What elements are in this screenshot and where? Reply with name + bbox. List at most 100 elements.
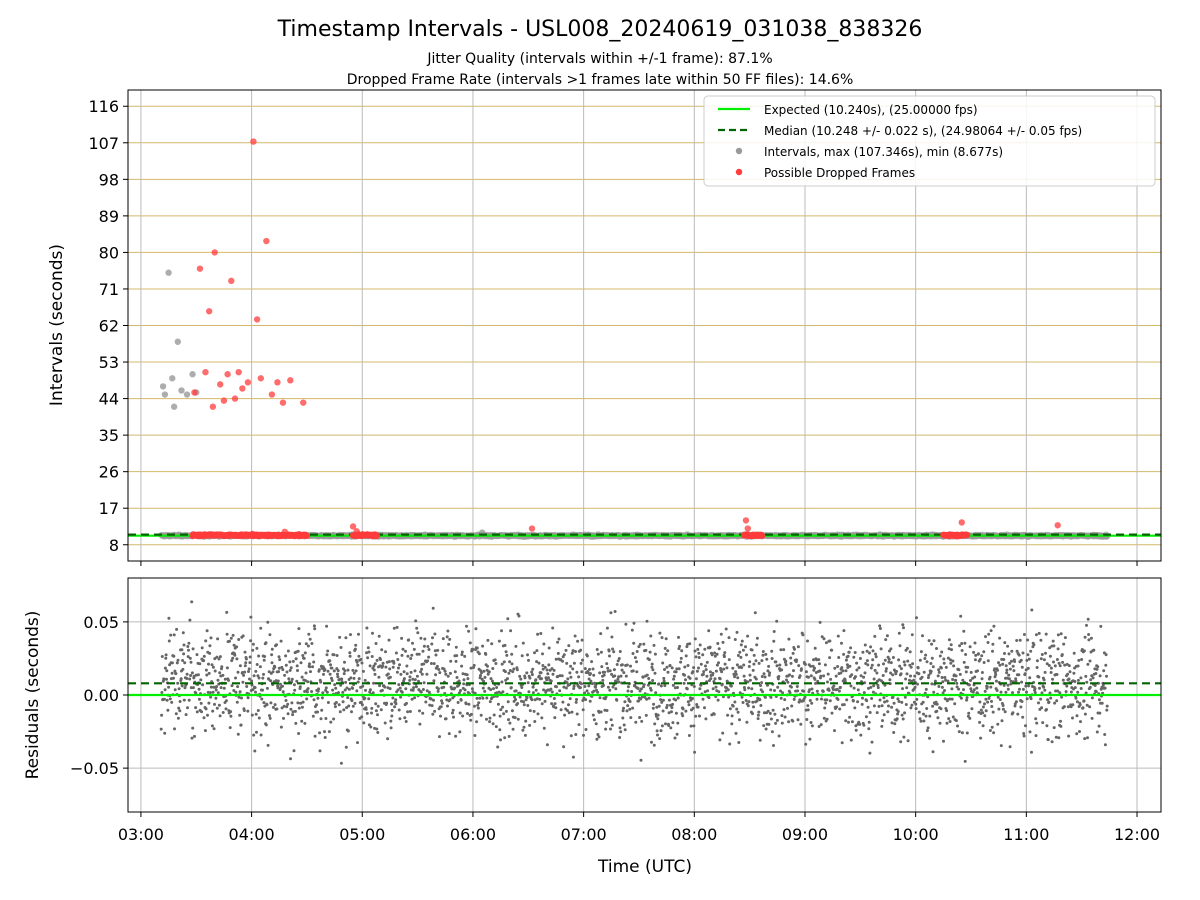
residual-point bbox=[301, 654, 305, 657]
residual-point bbox=[746, 704, 750, 708]
residual-point bbox=[455, 676, 459, 679]
residual-point bbox=[360, 661, 364, 665]
residual-point bbox=[486, 638, 490, 642]
dropped-frame-point bbox=[228, 277, 235, 285]
residual-point bbox=[354, 643, 358, 647]
residual-point bbox=[738, 691, 742, 695]
residual-point bbox=[661, 661, 665, 665]
residual-point bbox=[755, 699, 759, 703]
residual-point bbox=[502, 712, 506, 716]
residual-point bbox=[289, 757, 292, 761]
residual-point bbox=[208, 651, 212, 655]
residual-point bbox=[692, 685, 696, 688]
residual-point bbox=[202, 716, 206, 720]
residual-point bbox=[642, 642, 646, 646]
residual-point bbox=[727, 658, 731, 662]
residual-point bbox=[289, 707, 293, 711]
residual-point bbox=[422, 681, 426, 685]
residual-point bbox=[698, 687, 702, 691]
residual-point bbox=[318, 749, 322, 753]
residual-point bbox=[238, 690, 242, 694]
residual-point bbox=[683, 673, 686, 677]
residual-point bbox=[512, 667, 516, 671]
residual-point bbox=[312, 660, 316, 664]
top-y-tick-label: 53 bbox=[99, 353, 119, 372]
residual-point bbox=[633, 656, 637, 660]
residual-point bbox=[239, 723, 243, 727]
residual-point bbox=[338, 635, 342, 639]
residual-point bbox=[284, 663, 288, 667]
residual-point bbox=[344, 745, 348, 749]
residual-point bbox=[599, 710, 603, 714]
residual-point bbox=[397, 708, 401, 712]
residual-point bbox=[582, 733, 585, 737]
residual-point bbox=[479, 713, 483, 717]
residual-point bbox=[759, 684, 762, 687]
residual-point bbox=[277, 670, 281, 674]
residual-point bbox=[164, 656, 168, 660]
residual-point bbox=[427, 655, 431, 659]
residual-point bbox=[507, 718, 510, 722]
residual-point bbox=[763, 675, 767, 679]
dropped-frame-point bbox=[303, 532, 310, 539]
residual-point bbox=[181, 659, 185, 662]
residual-point bbox=[432, 679, 436, 683]
residual-point bbox=[442, 685, 446, 689]
residual-point bbox=[180, 648, 184, 652]
residual-point bbox=[263, 655, 267, 658]
residual-point bbox=[545, 668, 549, 672]
residual-point bbox=[689, 724, 693, 728]
residual-point bbox=[205, 629, 209, 633]
residual-point bbox=[631, 706, 635, 710]
residual-point bbox=[236, 732, 240, 736]
residual-point bbox=[421, 711, 425, 715]
residual-point bbox=[688, 676, 692, 680]
residual-point bbox=[438, 671, 442, 675]
residual-point bbox=[506, 677, 509, 681]
residual-point bbox=[551, 672, 555, 676]
residual-point bbox=[238, 664, 242, 668]
residual-point bbox=[339, 761, 343, 765]
residual-point bbox=[268, 716, 272, 720]
residual-point bbox=[229, 714, 233, 718]
residual-point bbox=[389, 719, 393, 723]
residual-point bbox=[367, 650, 371, 654]
residual-point bbox=[432, 698, 435, 702]
residual-point bbox=[164, 653, 168, 657]
residual-point bbox=[522, 703, 526, 707]
residual-point bbox=[601, 678, 605, 682]
residual-point bbox=[206, 713, 209, 717]
residual-point bbox=[514, 698, 517, 701]
residual-point bbox=[687, 734, 691, 737]
dropped-frame-point bbox=[217, 381, 224, 388]
residual-point bbox=[310, 690, 314, 693]
residual-point bbox=[516, 702, 520, 705]
residual-point bbox=[257, 654, 261, 658]
residual-point bbox=[234, 690, 238, 694]
residual-point bbox=[173, 727, 176, 731]
residual-point bbox=[574, 733, 578, 736]
residual-point bbox=[747, 700, 751, 704]
residual-point bbox=[479, 674, 482, 677]
residual-point bbox=[197, 697, 201, 701]
residual-point bbox=[738, 650, 742, 654]
dropped-frame-point bbox=[742, 517, 750, 524]
residual-point bbox=[626, 704, 630, 708]
residual-point bbox=[625, 663, 629, 667]
residual-point bbox=[648, 650, 652, 654]
residual-point bbox=[372, 668, 376, 672]
residual-point bbox=[180, 684, 184, 688]
chart-subtitle-dropped: Dropped Frame Rate (intervals >1 frames … bbox=[347, 72, 854, 88]
residual-point bbox=[498, 714, 502, 718]
residual-point bbox=[713, 677, 717, 681]
residual-point bbox=[243, 670, 247, 674]
residual-point bbox=[374, 702, 378, 706]
residual-point bbox=[286, 649, 290, 653]
residual-point bbox=[751, 712, 754, 716]
residual-point bbox=[204, 668, 208, 672]
residual-point bbox=[437, 668, 441, 671]
residual-point bbox=[230, 684, 234, 688]
residual-point bbox=[408, 678, 412, 682]
residual-point bbox=[286, 702, 290, 706]
residual-point bbox=[734, 672, 738, 676]
